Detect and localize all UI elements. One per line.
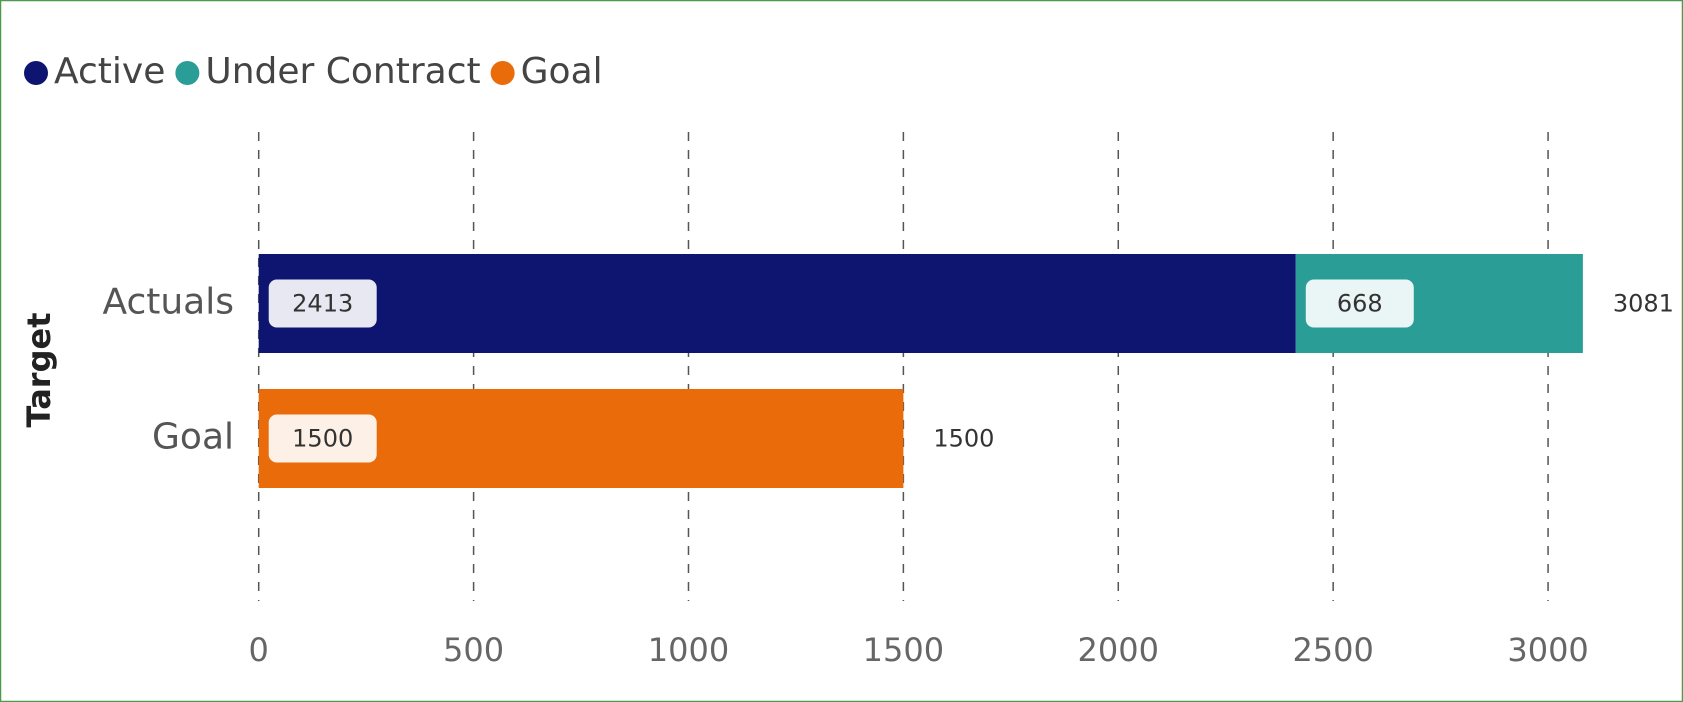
category-label: Goal [152, 417, 234, 458]
data-label-bg [268, 279, 377, 328]
total-label: 1500 [933, 425, 994, 453]
legend-marker [24, 61, 48, 85]
data-label: 668 [1337, 290, 1383, 318]
x-tick-label: 1500 [863, 631, 944, 669]
x-tick-label: 1000 [648, 631, 729, 669]
x-tick-label: 3000 [1507, 631, 1588, 669]
x-tick-label: 2500 [1292, 631, 1373, 669]
legend-marker [175, 61, 200, 85]
x-tick-label: 0 [249, 631, 269, 669]
data-label: 1500 [292, 425, 353, 453]
legend-label: Under Contract [205, 51, 480, 92]
legend-label: Goal [521, 51, 603, 92]
data-label-bg [268, 414, 377, 463]
y-axis-label: Target [20, 313, 58, 428]
bar-segment [258, 254, 1296, 353]
x-tick-label: 2000 [1078, 631, 1159, 669]
data-label: 2413 [292, 290, 353, 318]
category-label: Actuals [102, 282, 234, 323]
legend-label: Active [54, 51, 165, 92]
total-label: 3081 [1613, 290, 1674, 318]
data-label-bg [1305, 279, 1414, 328]
x-tick-label: 500 [443, 631, 504, 669]
legend-marker [490, 61, 515, 85]
